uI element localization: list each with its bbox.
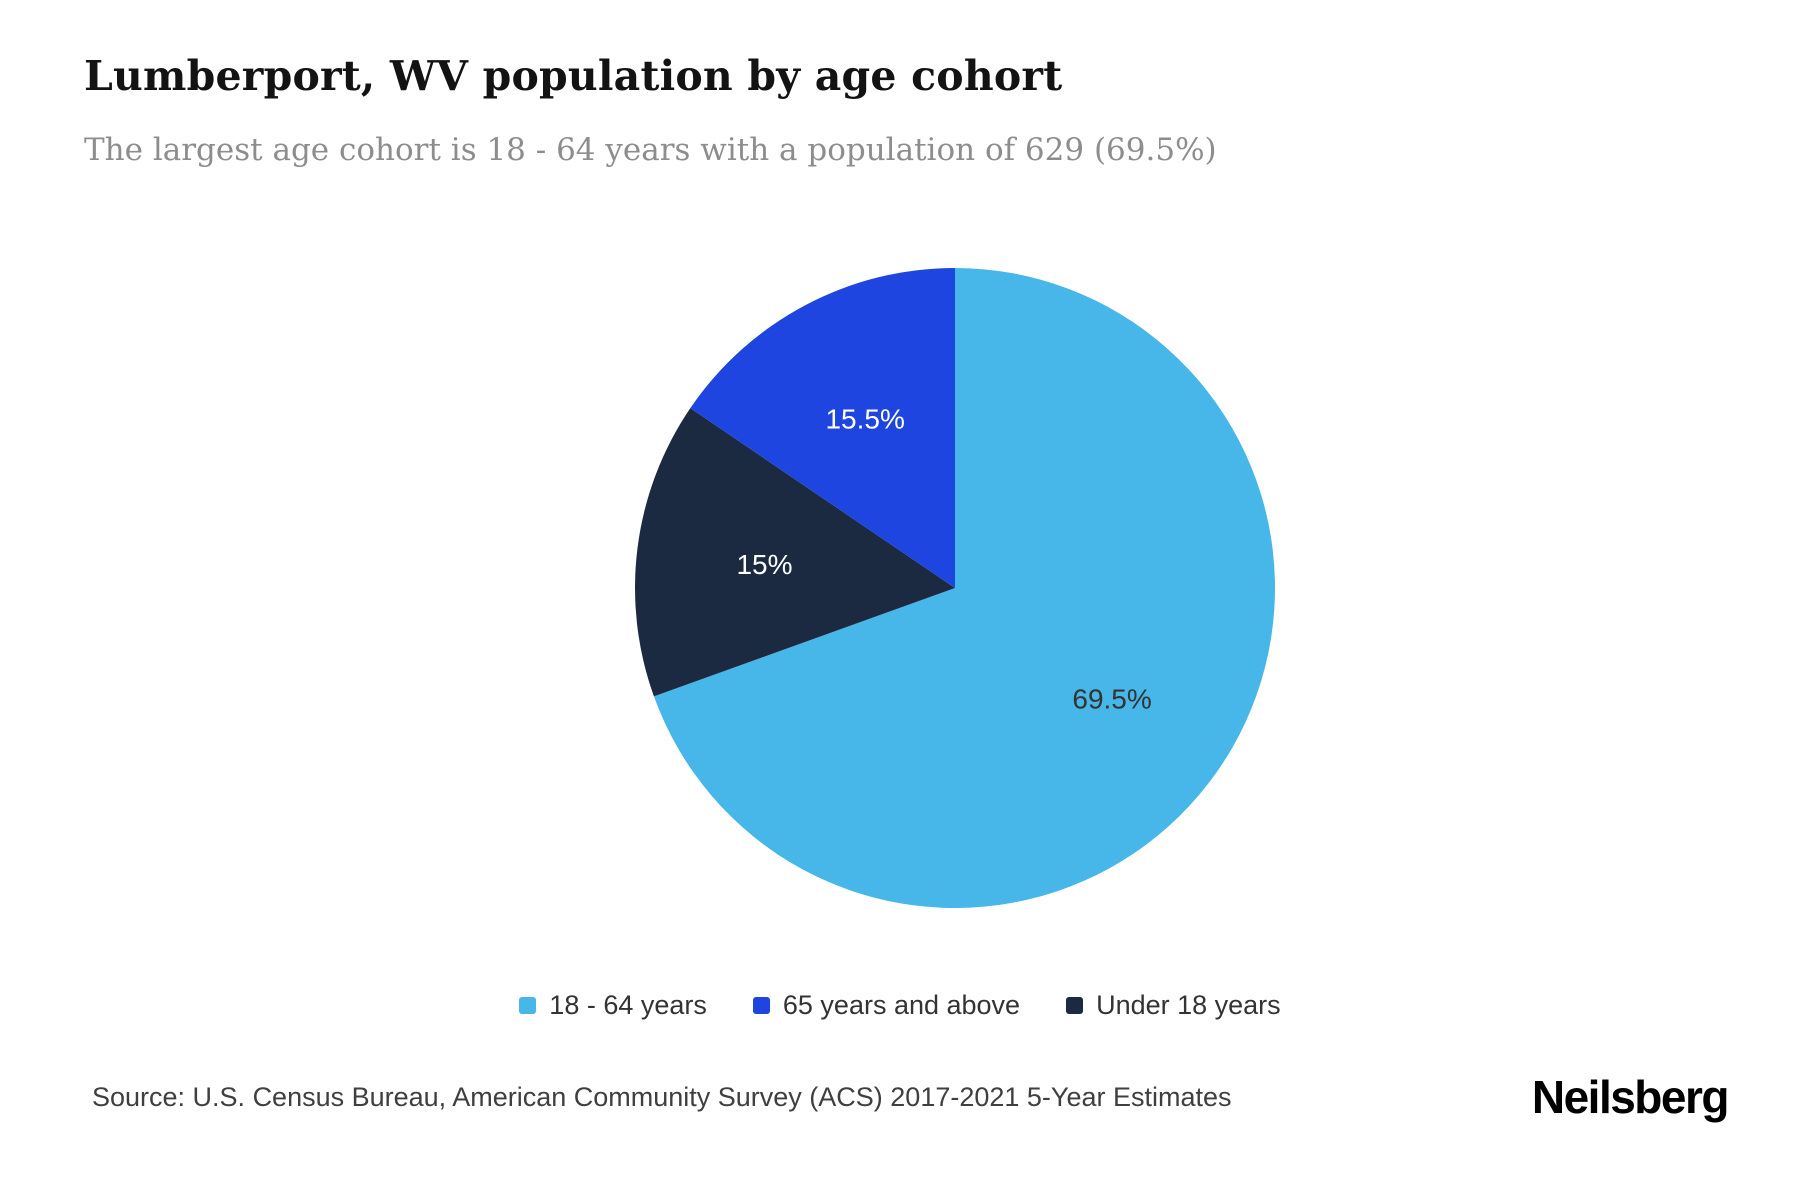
legend-label: 18 - 64 years [549, 990, 707, 1020]
pie-chart-svg: 69.5% 15% 15.5% [634, 268, 1276, 908]
legend-swatch-icon [519, 997, 537, 1014]
pie-slice-0[interactable] [653, 268, 1276, 908]
slice-label: 69.5% [1072, 683, 1151, 714]
legend-swatch-icon [752, 997, 770, 1014]
legend-item[interactable]: 65 years and above [752, 990, 1021, 1021]
slice-label: 15.5% [825, 403, 904, 434]
chart-subtitle: The largest age cohort is 18 - 64 years … [84, 132, 1217, 168]
pie-slice-1[interactable] [634, 408, 955, 697]
legend-label: 65 years and above [782, 990, 1021, 1020]
pie-slice-2[interactable] [690, 268, 955, 588]
legend-swatch-icon [1066, 997, 1084, 1014]
neilsberg-logo: Neilsberg [1531, 1071, 1730, 1123]
legend-item[interactable]: 18 - 64 years [519, 990, 707, 1021]
legend-item[interactable]: Under 18 years [1066, 990, 1281, 1021]
source-note: Source: U.S. Census Bureau, American Com… [92, 1081, 1232, 1112]
chart-footer: Source: U.S. Census Bureau, American Com… [0, 1070, 1800, 1124]
chart-legend: 18 - 64 years 65 years and above Under 18 … [0, 990, 1800, 1021]
chart-title: Lumberport, WV population by age cohort [84, 52, 1063, 100]
pie-chart: 69.5% 15% 15.5% [615, 248, 1295, 928]
slice-label: 15% [736, 549, 792, 580]
legend-label: Under 18 years [1096, 990, 1281, 1020]
